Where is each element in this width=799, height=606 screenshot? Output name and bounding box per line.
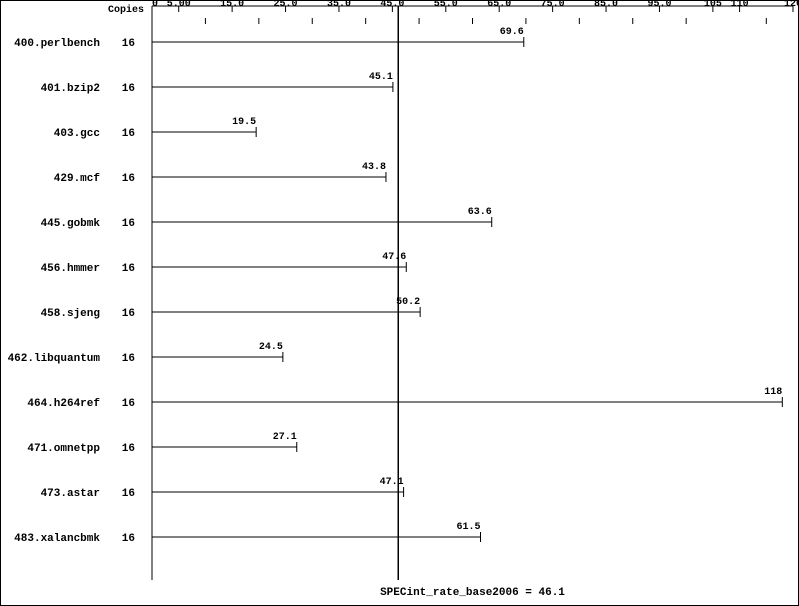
benchmark-copies: 16 <box>122 218 135 230</box>
benchmark-copies: 16 <box>122 488 135 500</box>
benchmark-copies: 16 <box>122 263 135 275</box>
benchmark-name: 401.bzip2 <box>41 83 100 95</box>
x-tick-label: 65.0 <box>487 0 511 10</box>
bar-value-label: 69.6 <box>500 27 524 38</box>
x-tick-label: 95.0 <box>647 0 671 10</box>
benchmark-copies: 16 <box>122 533 135 545</box>
benchmark-name: 462.libquantum <box>8 353 101 365</box>
x-tick-label: 110 <box>731 0 749 10</box>
chart-svg: 0 5.00 15.0 25.0 35.0 45.0 55.0 65.0 75.0 85.0 95.… <box>0 0 799 606</box>
benchmark-name: 458.sjeng <box>41 308 100 320</box>
spec-chart: 0 5.00 15.0 25.0 35.0 45.0 55.0 65.0 75.0 85.0 95.… <box>0 0 799 606</box>
x-tick-label: 5.00 <box>167 0 191 10</box>
bar-value-label: 47.6 <box>382 252 406 263</box>
copies-header: Copies <box>108 4 144 16</box>
bar-value-label: 27.1 <box>273 432 297 443</box>
benchmark-name: 473.astar <box>41 488 100 500</box>
bar-value-label: 50.2 <box>396 297 420 308</box>
x-tick-label: 75.0 <box>541 0 565 10</box>
benchmark-copies: 16 <box>122 308 135 320</box>
bar-value-label: 47.1 <box>380 477 404 488</box>
benchmark-name: 429.mcf <box>54 173 101 185</box>
footer-text: SPECint_rate_base2006 = 46.1 <box>380 587 565 599</box>
bar-value-label: 43.8 <box>362 162 386 173</box>
benchmark-name: 456.hmmer <box>41 263 100 275</box>
benchmark-copies: 16 <box>122 128 135 140</box>
x-tick-label: 105 <box>704 0 722 10</box>
benchmark-name: 445.gobmk <box>41 218 101 230</box>
benchmark-name: 471.omnetpp <box>27 443 100 455</box>
x-tick-label: 25.0 <box>274 0 298 10</box>
x-tick-label: 35.0 <box>327 0 351 10</box>
x-tick-label: 85.0 <box>594 0 618 10</box>
benchmark-copies: 16 <box>122 83 135 95</box>
benchmark-name: 403.gcc <box>54 128 100 140</box>
benchmark-copies: 16 <box>122 398 135 410</box>
bar-value-label: 45.1 <box>369 72 393 83</box>
benchmark-copies: 16 <box>122 173 135 185</box>
bar-value-label: 24.5 <box>259 342 283 353</box>
benchmark-copies: 16 <box>122 353 135 365</box>
bar-value-label: 63.6 <box>468 207 492 218</box>
benchmark-copies: 16 <box>122 38 135 50</box>
x-tick-label: 15.0 <box>220 0 244 10</box>
bar-value-label: 61.5 <box>456 522 480 533</box>
benchmark-name: 464.h264ref <box>27 398 100 410</box>
benchmark-copies: 16 <box>122 443 135 455</box>
x-tick-label: 45.0 <box>380 0 404 10</box>
bar-value-label: 118 <box>764 387 782 398</box>
x-tick-label: 55.0 <box>434 0 458 10</box>
benchmark-name: 483.xalancbmk <box>14 533 100 545</box>
x-tick-label: 120 <box>784 0 799 10</box>
benchmark-name: 400.perlbench <box>14 38 100 50</box>
bar-value-label: 19.5 <box>232 117 256 128</box>
x-tick-label: 0 <box>152 0 158 10</box>
